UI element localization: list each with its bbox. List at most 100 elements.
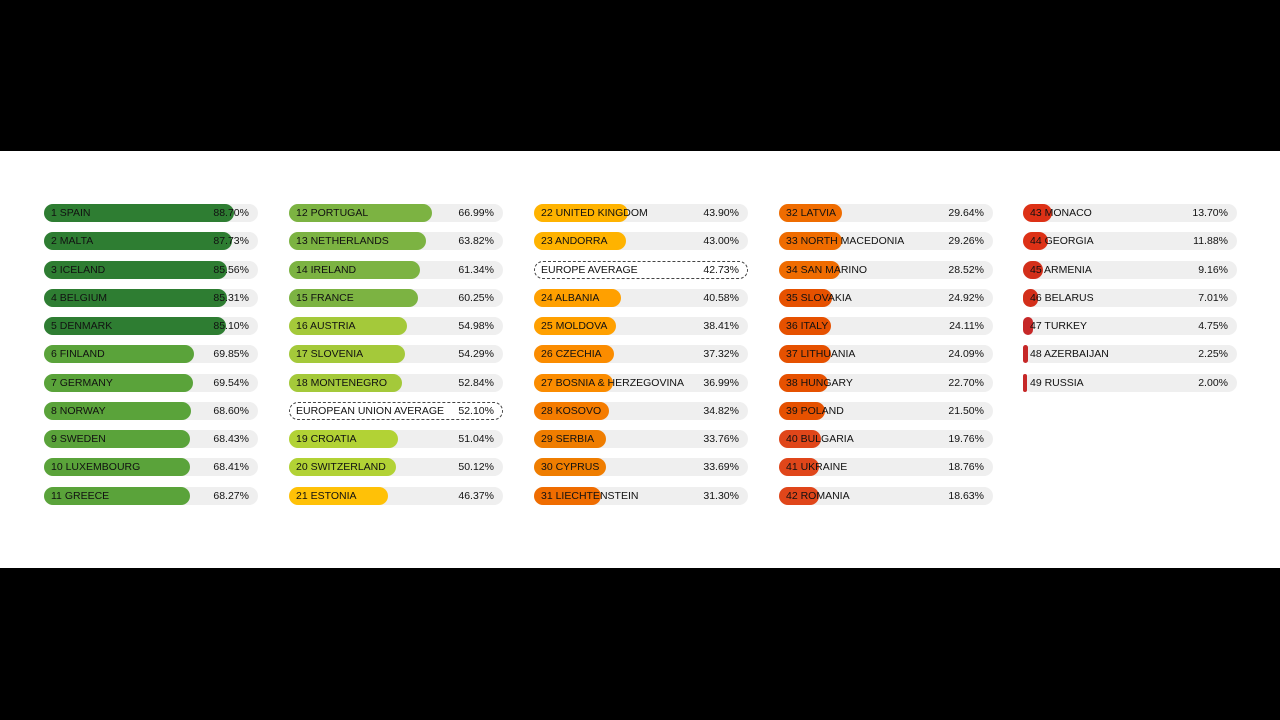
bar-track	[1023, 289, 1237, 307]
average-outline	[289, 402, 503, 420]
bar-track	[779, 402, 993, 420]
bar-row: 6 FINLAND 69.85%	[44, 345, 258, 363]
bar-track	[1023, 345, 1237, 363]
bar	[534, 345, 614, 363]
bar-track	[779, 487, 993, 505]
value-label: 85.56%	[213, 264, 249, 276]
value-label: 52.84%	[458, 377, 494, 389]
bar-row: 36 ITALY 24.11%	[779, 317, 993, 335]
bar-row: 5 DENMARK 85.10%	[44, 317, 258, 335]
bar-row: 49 RUSSIA 2.00%	[1023, 374, 1237, 392]
bar	[44, 204, 234, 222]
bar-label: 7 GERMANY	[51, 377, 113, 389]
value-label: 31.30%	[703, 490, 739, 502]
bar-label: 30 CYPRUS	[541, 461, 600, 473]
bar-row: 34 SAN MARINO 28.52%	[779, 261, 993, 279]
bar	[289, 345, 406, 363]
value-label: 18.76%	[948, 461, 984, 473]
bar-row: 26 CZECHIA 37.32%	[534, 345, 748, 363]
value-label: 29.64%	[948, 207, 984, 219]
bar-label: 17 SLOVENIA	[296, 348, 364, 360]
bar-label: 45 ARMENIA	[1030, 264, 1092, 276]
bar-track	[1023, 317, 1237, 335]
bar-label: 21 ESTONIA	[296, 490, 357, 502]
bar-row: 28 KOSOVO 34.82%	[534, 402, 748, 420]
bar-label: 20 SWITZERLAND	[296, 461, 386, 473]
value-label: 69.85%	[213, 348, 249, 360]
bar-row: 25 MOLDOVA 38.41%	[534, 317, 748, 335]
value-label: 85.31%	[213, 292, 249, 304]
bar	[534, 487, 601, 505]
value-label: 43.90%	[703, 207, 739, 219]
bar-row: 8 NORWAY 68.60%	[44, 402, 258, 420]
bar	[289, 204, 433, 222]
value-label: 33.76%	[703, 433, 739, 445]
value-label: 61.34%	[458, 264, 494, 276]
value-label: 37.32%	[703, 348, 739, 360]
bar	[534, 430, 607, 448]
bar-row: 37 LITHUANIA 24.09%	[779, 345, 993, 363]
bar-track	[1023, 374, 1237, 392]
bar	[1023, 289, 1038, 307]
bar-label: 4 BELGIUM	[51, 292, 108, 304]
bar-label: 8 NORWAY	[51, 405, 106, 417]
bar-row: 16 AUSTRIA 54.98%	[289, 317, 503, 335]
bar-label: 24 ALBANIA	[541, 292, 600, 304]
value-label: 24.09%	[948, 348, 984, 360]
bar-track	[779, 430, 993, 448]
bar	[1023, 345, 1028, 363]
bar-row: 38 HUNGARY 22.70%	[779, 374, 993, 392]
bar-label: 36 ITALY	[786, 320, 829, 332]
bar	[534, 317, 617, 335]
bar-row: 9 SWEDEN 68.43%	[44, 430, 258, 448]
bar-row: 18 MONTENEGRO 52.84%	[289, 374, 503, 392]
bar-row: 30 CYPRUS 33.69%	[534, 458, 748, 476]
bar	[779, 430, 822, 448]
bar-row: 7 GERMANY 69.54%	[44, 374, 258, 392]
value-label: 63.82%	[458, 235, 494, 247]
bar-track	[1023, 204, 1237, 222]
value-label: 28.52%	[948, 264, 984, 276]
value-label: 68.43%	[213, 433, 249, 445]
bar-track	[779, 458, 993, 476]
bar-label: 48 AZERBAIJAN	[1030, 348, 1109, 360]
bar	[534, 232, 626, 250]
bar-row: 32 LATVIA 29.64%	[779, 204, 993, 222]
value-label: 54.98%	[458, 320, 494, 332]
bar-row: 19 CROATIA 51.04%	[289, 430, 503, 448]
bar	[779, 261, 840, 279]
bar-label: 35 SLOVAKIA	[786, 292, 852, 304]
ranking-panel: 1 SPAIN 88.70% 2 MALTA 87.73% 3 ICELAND 85.56…	[0, 151, 1280, 568]
value-label: 9.16%	[1198, 264, 1228, 276]
value-label: 21.50%	[948, 405, 984, 417]
bar	[534, 289, 621, 307]
bar-label: 47 TURKEY	[1030, 320, 1087, 332]
bar	[44, 487, 191, 505]
bar	[779, 289, 833, 307]
bar-label: 23 ANDORRA	[541, 235, 608, 247]
bar	[534, 374, 614, 392]
bar	[779, 317, 831, 335]
bar-label: 43 MONACO	[1030, 207, 1092, 219]
bar-label: 11 GREECE	[51, 490, 110, 502]
bar-label: 16 AUSTRIA	[296, 320, 356, 332]
bar	[779, 458, 820, 476]
bar-row: 14 IRELAND 61.34%	[289, 261, 503, 279]
bar	[779, 232, 842, 250]
bar-row: 21 ESTONIA 46.37%	[289, 487, 503, 505]
bar	[44, 261, 228, 279]
bar-label: 29 SERBIA	[541, 433, 595, 445]
bar-row: 47 TURKEY 4.75%	[1023, 317, 1237, 335]
bar-row: 20 SWITZERLAND 50.12%	[289, 458, 503, 476]
bar	[1023, 261, 1043, 279]
value-label: 36.99%	[703, 377, 739, 389]
average-row: EUROPEAN UNION AVERAGE 52.10%	[289, 402, 503, 420]
value-label: 60.25%	[458, 292, 494, 304]
bar	[289, 232, 426, 250]
value-label: 29.26%	[948, 235, 984, 247]
bar	[779, 402, 825, 420]
bar-label: 13 NETHERLANDS	[296, 235, 389, 247]
bar-row: 13 NETHERLANDS 63.82%	[289, 232, 503, 250]
bar-label: 32 LATVIA	[786, 207, 836, 219]
bar-label: 39 POLAND	[786, 405, 844, 417]
